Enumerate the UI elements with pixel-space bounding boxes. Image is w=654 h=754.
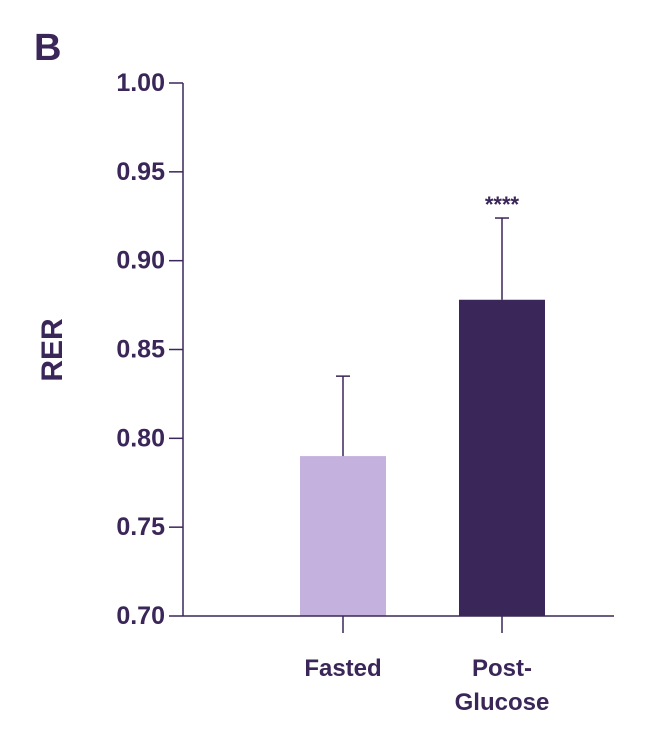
x-axis-labels: Fasted Post- Glucose xyxy=(304,616,549,716)
y-tick-label: 0.75 xyxy=(116,513,165,541)
bar xyxy=(300,456,386,616)
significance-label: **** xyxy=(485,192,520,217)
bars xyxy=(300,299,545,616)
y-tick-label: 0.90 xyxy=(116,247,165,275)
panel-label: B xyxy=(34,27,61,69)
y-tick-label: 0.95 xyxy=(116,158,165,186)
y-axis-ticks: 0.70 0.75 0.80 0.85 0.90 0.95 1.00 xyxy=(116,69,183,630)
bar xyxy=(459,299,545,616)
y-tick-label: 0.80 xyxy=(116,424,165,452)
axes xyxy=(182,83,614,617)
error-bars xyxy=(336,217,509,457)
y-axis-title: RER xyxy=(36,318,69,382)
x-tick-label: Post- xyxy=(472,655,532,682)
x-tick-label: Fasted xyxy=(304,655,381,682)
significance-annotations: **** xyxy=(485,192,520,217)
y-tick-label: 1.00 xyxy=(116,69,165,97)
y-tick-label: 0.85 xyxy=(116,336,165,364)
x-tick-label: Glucose xyxy=(455,689,550,716)
y-tick-label: 0.70 xyxy=(116,602,165,630)
